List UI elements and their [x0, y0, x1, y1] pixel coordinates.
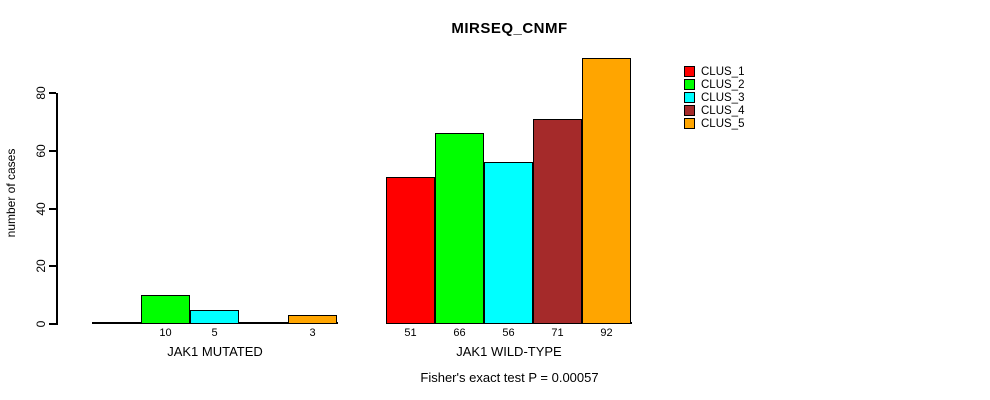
- y-tick-80: [49, 92, 56, 94]
- bar-clus_3-jak1-wild-type: [484, 162, 533, 324]
- group-label-jak1-wildtype: JAK1 WILD-TYPE: [456, 344, 562, 359]
- y-tick-0: [49, 323, 56, 325]
- legend-label: CLUS_1: [701, 65, 745, 78]
- bar-value-label: 92: [600, 327, 613, 339]
- bar-clus_2-jak1-mutated: [141, 295, 190, 324]
- y-axis-label: number of cases: [4, 148, 18, 238]
- bar-value-label: 51: [404, 327, 417, 339]
- legend-item-clus_4: CLUS_4: [684, 104, 744, 117]
- y-tick-label-0: 0: [34, 320, 48, 328]
- legend-swatch-icon: [684, 105, 695, 116]
- legend: CLUS_1 CLUS_2 CLUS_3 CLUS_4 CLUS_5: [684, 65, 744, 130]
- y-tick-40: [49, 207, 56, 210]
- chart-title: MIRSEQ_CNMF: [451, 20, 568, 37]
- bar-clus_2-jak1-wild-type: [435, 133, 484, 324]
- legend-swatch-icon: [684, 92, 695, 103]
- legend-label: CLUS_2: [701, 78, 745, 91]
- bar-value-label: 71: [551, 327, 564, 339]
- fisher-test-annotation: Fisher's exact test P = 0.00057: [420, 370, 599, 385]
- legend-swatch-icon: [684, 79, 695, 90]
- y-tick-label-40: 40: [34, 201, 48, 216]
- legend-item-clus_5: CLUS_5: [684, 117, 744, 130]
- y-tick-20: [49, 265, 56, 268]
- bar-clus_3-jak1-mutated: [190, 310, 239, 324]
- bar-clus_1-jak1-wild-type: [386, 177, 435, 324]
- legend-label: CLUS_3: [701, 91, 745, 104]
- legend-swatch-icon: [684, 118, 695, 129]
- y-tick-label-20: 20: [34, 259, 48, 273]
- bar-value-label: 10: [159, 327, 172, 339]
- legend-item-clus_1: CLUS_1: [684, 65, 744, 78]
- y-tick-label-60: 60: [34, 144, 48, 158]
- bar-value-label: 3: [309, 327, 316, 339]
- legend-label: CLUS_4: [701, 104, 745, 117]
- legend-swatch-icon: [684, 66, 695, 77]
- group-label-jak1-mutated: JAK1 MUTATED: [167, 344, 263, 359]
- bar-value-label: 5: [211, 327, 218, 339]
- bar-value-label: 66: [453, 327, 466, 339]
- y-tick-60: [49, 149, 56, 152]
- bar-clus_4-jak1-wild-type: [533, 119, 582, 324]
- y-axis-line: [56, 93, 58, 325]
- legend-item-clus_2: CLUS_2: [684, 78, 744, 91]
- legend-label: CLUS_5: [701, 117, 745, 130]
- bar-clus_5-jak1-wild-type: [582, 58, 631, 324]
- legend-item-clus_3: CLUS_3: [684, 91, 744, 104]
- bar-clus_5-jak1-mutated: [288, 315, 337, 324]
- bar-value-label: 56: [502, 327, 515, 339]
- y-tick-label-80: 80: [34, 86, 48, 100]
